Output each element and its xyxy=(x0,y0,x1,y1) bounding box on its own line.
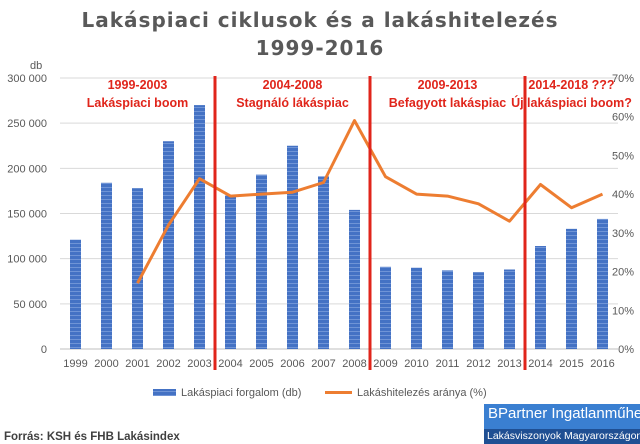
bar xyxy=(597,218,608,349)
x-tick-label: 2002 xyxy=(156,358,180,370)
brand-name: BPartner Ingatlanműhely xyxy=(488,405,640,422)
left-axis-ticks: 0 50 000 100 000 150 000 200 000 250 000 300 0… xyxy=(7,73,47,356)
source-note: Forrás: KSH és FHB Lakásindex xyxy=(4,431,180,443)
period-label-desc: Új lakáspiaci boom? xyxy=(511,95,632,110)
bar xyxy=(411,267,422,349)
period-label-desc: Stagnáló lákáspiac xyxy=(236,96,349,110)
title-line-2: 1999-2016 xyxy=(256,36,385,60)
bar xyxy=(442,270,453,349)
right-tick-label: 60% xyxy=(612,112,634,124)
bar xyxy=(287,145,298,349)
bar-series xyxy=(70,105,608,349)
x-tick-label: 2015 xyxy=(559,358,583,370)
x-tick-label: 2004 xyxy=(218,358,242,370)
right-axis-ticks: 0% 10% 20% 30% 40% 50% 60% 70% xyxy=(612,73,634,356)
legend-line-label: Lakáshitelezés aránya (%) xyxy=(357,387,487,399)
x-tick-label: 1999 xyxy=(63,358,87,370)
period-labels: 1999-2003 Lakáspiaci boom 2004-2008 Stagnál… xyxy=(87,78,632,110)
right-tick-label: 30% xyxy=(612,228,634,240)
right-tick-label: 70% xyxy=(612,73,634,85)
bar xyxy=(318,176,329,349)
period-label-range: 2009-2013 xyxy=(418,78,478,92)
left-tick-label: 0 xyxy=(41,344,47,356)
x-tick-label: 2006 xyxy=(280,358,304,370)
bar xyxy=(194,105,205,349)
title-line-1: Lakáspiaci ciklusok és a lakáshitelezés xyxy=(82,8,559,32)
period-label-desc: Befagyott lakáspiac xyxy=(389,96,506,110)
bar xyxy=(163,141,174,349)
x-tick-label: 2012 xyxy=(466,358,490,370)
left-axis-unit: db xyxy=(30,60,42,72)
right-tick-label: 20% xyxy=(612,267,634,279)
left-tick-label: 50 000 xyxy=(13,299,47,311)
x-tick-label: 2010 xyxy=(404,358,428,370)
right-tick-label: 0% xyxy=(618,344,634,356)
x-tick-label: 2005 xyxy=(249,358,273,370)
x-tick-label: 2011 xyxy=(436,358,460,370)
x-tick-label: 2014 xyxy=(528,358,552,370)
left-tick-label: 150 000 xyxy=(7,209,47,221)
period-dividers xyxy=(213,76,527,370)
left-tick-label: 250 000 xyxy=(7,118,47,130)
x-tick-label: 2001 xyxy=(125,358,149,370)
left-tick-label: 200 000 xyxy=(7,163,47,175)
legend-bar-swatch xyxy=(153,389,176,396)
chart-title: Lakáspiaci ciklusok és a lakáshitelezés … xyxy=(82,8,559,60)
period-label-desc: Lakáspiaci boom xyxy=(87,96,188,110)
legend: Lakáspiaci forgalom (db) Lakáshitelezés … xyxy=(153,387,487,399)
bar xyxy=(256,174,267,349)
right-tick-label: 10% xyxy=(612,305,634,317)
brand-tagline: Lakásviszonyok Magyarországon xyxy=(484,429,640,444)
bar xyxy=(101,182,112,349)
left-tick-label: 100 000 xyxy=(7,254,47,266)
bar xyxy=(225,195,236,349)
left-tick-label: 300 000 xyxy=(7,73,47,85)
period-label-range: 2014-2018 ??? xyxy=(528,78,614,92)
x-tick-label: 2016 xyxy=(590,358,614,370)
bar xyxy=(132,188,143,349)
period-label-range: 2004-2008 xyxy=(263,78,323,92)
bar xyxy=(70,239,81,349)
right-tick-label: 40% xyxy=(612,189,634,201)
bar xyxy=(566,228,577,349)
period-label-range: 1999-2003 xyxy=(108,78,168,92)
x-tick-label: 2000 xyxy=(94,358,118,370)
x-tick-label: 2003 xyxy=(187,358,211,370)
gridlines xyxy=(60,77,618,350)
right-tick-label: 50% xyxy=(612,150,634,162)
bar xyxy=(349,209,360,349)
bar xyxy=(473,272,484,349)
legend-bar-label: Lakáspiaci forgalom (db) xyxy=(181,387,301,399)
x-tick-label: 2009 xyxy=(373,358,397,370)
bar xyxy=(504,269,515,349)
x-axis-ticks: 1999 2000 2001 2002 2003 2004 2005 2006 2007 2008… xyxy=(63,358,614,370)
x-tick-label: 2013 xyxy=(497,358,521,370)
brand-logo: BPartner Ingatlanműhely Lakásviszonyok M… xyxy=(484,404,640,444)
bar xyxy=(380,266,391,349)
x-tick-label: 2007 xyxy=(311,358,335,370)
x-tick-label: 2008 xyxy=(342,358,366,370)
bar xyxy=(535,246,546,349)
